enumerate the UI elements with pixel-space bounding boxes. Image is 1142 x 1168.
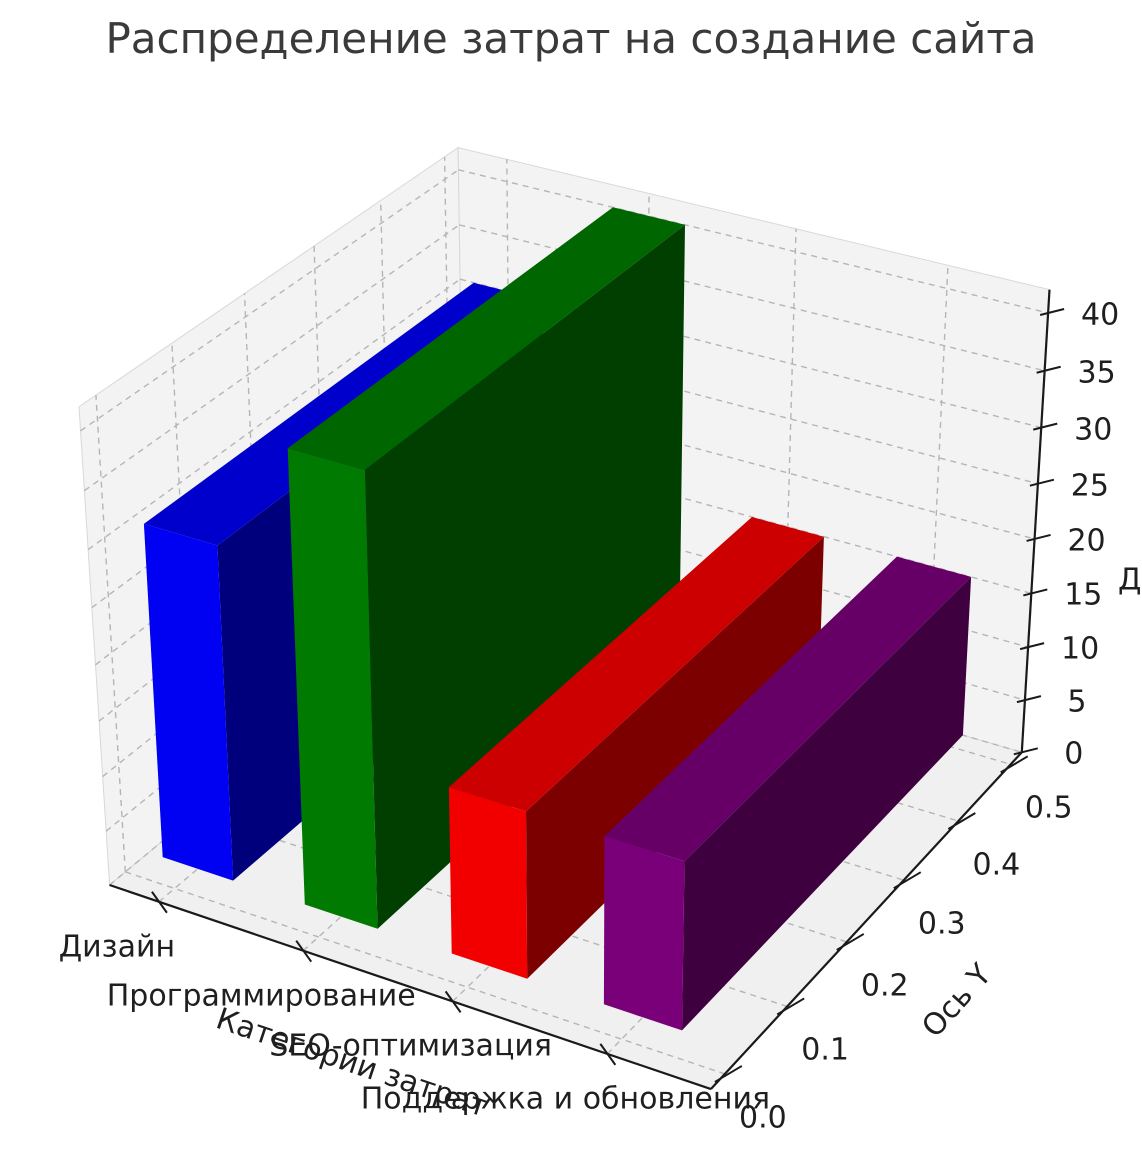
bar-Программирование xyxy=(287,207,685,929)
z-tick-label: 15 xyxy=(1064,577,1103,613)
bar-SEO-оптимизация xyxy=(448,517,824,979)
y-tick-label: 0.1 xyxy=(801,1032,850,1068)
z-tick-label: 35 xyxy=(1077,355,1116,391)
y-tick-label: 0.5 xyxy=(1024,790,1073,826)
y-tick-label: 0.4 xyxy=(972,847,1021,883)
z-tick-label: 25 xyxy=(1070,468,1109,504)
z-tick-label: 30 xyxy=(1074,412,1113,448)
z-tick-label: 10 xyxy=(1061,631,1100,667)
x-tick-label: Дизайн xyxy=(58,929,176,965)
y-tick-label: 0.2 xyxy=(860,968,909,1004)
axis-spines xyxy=(109,289,1051,1091)
z-tick-label: 40 xyxy=(1081,297,1120,333)
z-tick-label: 20 xyxy=(1067,523,1106,559)
z-tick-label: 0 xyxy=(1064,736,1084,772)
z-tick-label: 5 xyxy=(1067,684,1087,720)
tick-marks xyxy=(151,308,1065,1083)
chart-title: Распределение затрат на создание сайта xyxy=(105,14,1037,63)
y-tick-label: 0.3 xyxy=(917,906,966,942)
bars-3d xyxy=(143,207,972,1031)
x-tick-label: SEO-оптимизация xyxy=(269,1028,552,1064)
x-tick-label: Поддержка и обновления xyxy=(360,1081,770,1117)
y-tick-label: 0.0 xyxy=(739,1100,787,1136)
bar-Поддержка и обновления xyxy=(603,556,972,1031)
x-tick-label: Программирование xyxy=(106,978,416,1014)
z-axis-label-fragment: Доля xyxy=(1118,562,1142,598)
